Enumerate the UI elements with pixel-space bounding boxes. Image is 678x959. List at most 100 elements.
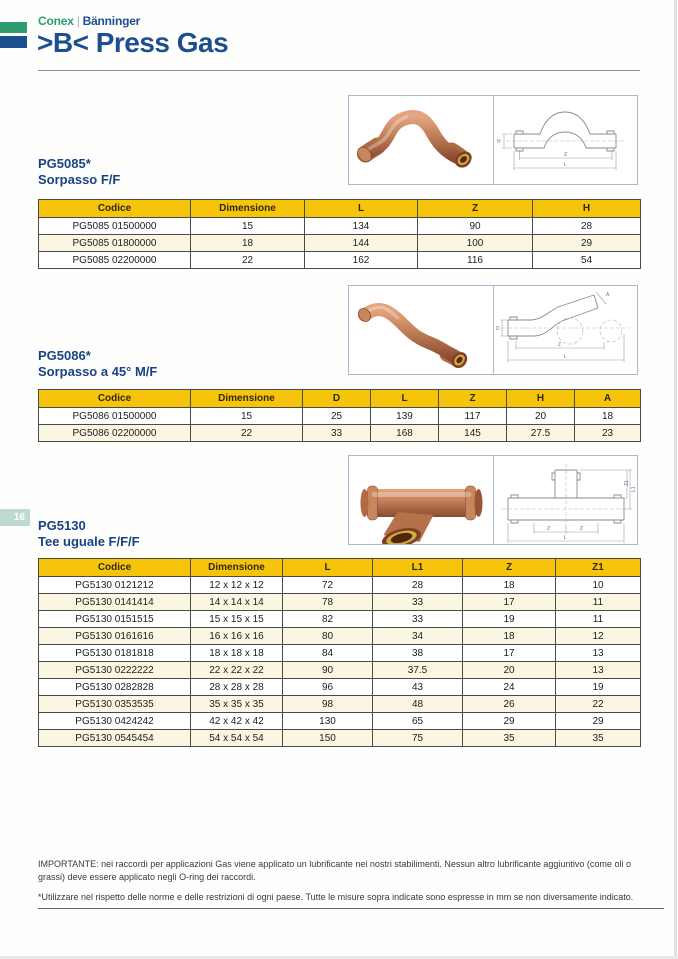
table-row: PG5130 0151515 15 x 15 x 15 82 33 19 11: [38, 610, 641, 628]
table-cell: 22: [190, 424, 303, 442]
table-cell: 116: [417, 251, 533, 269]
table-cell: 42 x 42 x 42: [190, 712, 283, 730]
table-cell: 38: [372, 644, 463, 662]
table-cell: 17: [462, 593, 556, 611]
table-cell: 28: [532, 217, 641, 235]
table-cell: 35 x 35 x 35: [190, 695, 283, 713]
dim-label-l: L: [564, 354, 567, 360]
brand-row: Conex | Bänninger: [38, 14, 140, 28]
spec-table-pg5085: Codice Dimensione L Z H PG5085 01500000 15 134…: [38, 199, 641, 269]
dim-label-z: Z: [564, 152, 567, 158]
table-cell: 35: [462, 729, 556, 747]
dim-label-h: H: [497, 139, 501, 145]
table-cell: PG5130 0545454: [38, 729, 191, 747]
dim-label-l: L: [564, 535, 567, 541]
product-code: PG5130: [38, 518, 86, 533]
table-row: PG5085 01500000 15 134 90 28: [38, 217, 641, 235]
table-cell: PG5130 0121212: [38, 576, 191, 594]
table-cell: PG5086 01500000: [38, 407, 191, 425]
header-row: Codice Dimensione D L Z H A: [38, 389, 641, 408]
table-cell: 24: [462, 678, 556, 696]
table-cell: 23: [574, 424, 641, 442]
page-edge-bottom: [0, 956, 678, 959]
table-row: PG5085 01800000 18 144 100 29: [38, 234, 641, 252]
table-row: PG5130 0181818 18 x 18 x 18 84 38 17 13: [38, 644, 641, 662]
dim-label-a: A: [606, 292, 610, 298]
brand-logo-blue-bar: [0, 36, 27, 48]
table-cell: 35: [555, 729, 641, 747]
table-cell: 22: [555, 695, 641, 713]
column-header: Z1: [555, 558, 641, 577]
table-row: PG5085 02200000 22 162 116 54: [38, 251, 641, 269]
table-cell: 16 x 16 x 16: [190, 627, 283, 645]
table-row: PG5130 0121212 12 x 12 x 12 72 28 18 10: [38, 576, 641, 594]
column-header: D: [302, 389, 371, 408]
table-cell: 98: [282, 695, 373, 713]
column-header: Z: [438, 389, 507, 408]
dim-label-z: Z: [558, 342, 561, 348]
crossover-dimension-drawing: H Z L: [497, 111, 625, 170]
table-cell: PG5085 01800000: [38, 234, 191, 252]
table-cell: 54: [532, 251, 641, 269]
table-cell: 72: [282, 576, 373, 594]
table-cell: 18: [574, 407, 641, 425]
spec-table-pg5130: Codice Dimensione L L1 Z Z1 PG5130 0121212 12 …: [38, 558, 641, 747]
brand-conex: Conex: [38, 14, 74, 28]
crossover-45-dimension-drawing: D Z L A: [496, 291, 630, 362]
table-cell: 29: [462, 712, 556, 730]
column-header: L1: [372, 558, 463, 577]
dim-label-z-right: Z: [580, 526, 583, 532]
column-header: Codice: [38, 558, 191, 577]
table-row: PG5130 0545454 54 x 54 x 54 150 75 35 35: [38, 729, 641, 747]
brand-logo-green-bar: [0, 22, 27, 33]
column-header: A: [574, 389, 641, 408]
table-cell: 145: [438, 424, 507, 442]
brand-separator: |: [76, 14, 80, 28]
table-cell: 28: [372, 576, 463, 594]
table-cell: 54 x 54 x 54: [190, 729, 283, 747]
table-cell: 134: [304, 217, 418, 235]
table-cell: PG5130 0161616: [38, 627, 191, 645]
tee-dimension-drawing: Z Z L L1 Z1: [502, 464, 637, 543]
column-header: Z: [462, 558, 556, 577]
table-cell: 139: [370, 407, 439, 425]
table-cell: 22: [190, 251, 305, 269]
table-cell: 18: [190, 234, 305, 252]
table-cell: 15: [190, 217, 305, 235]
column-header: Dimensione: [190, 199, 305, 218]
table-cell: 117: [438, 407, 507, 425]
table-cell: PG5085 02200000: [38, 251, 191, 269]
table-row: PG5130 0161616 16 x 16 x 16 80 34 18 12: [38, 627, 641, 645]
dim-label-l1: L1: [631, 486, 637, 492]
product-image-panel: Z Z L L1 Z1: [348, 455, 638, 545]
product-photo-sorpasso-45: [349, 286, 494, 374]
table-cell: 28 x 28 x 28: [190, 678, 283, 696]
column-header: Dimensione: [190, 558, 283, 577]
table-row: PG5130 0282828 28 x 28 x 28 96 43 24 19: [38, 678, 641, 696]
table-cell: 48: [372, 695, 463, 713]
table-cell: 27.5: [506, 424, 575, 442]
technical-drawing-sorpasso-45: D Z L A: [494, 286, 637, 374]
table-row: PG5086 02200000 22 33 168 145 27.5 23: [38, 424, 641, 442]
table-cell: 90: [417, 217, 533, 235]
column-header: L: [370, 389, 439, 408]
copper-tee-photo: [360, 485, 483, 544]
table-cell: PG5130 0151515: [38, 610, 191, 628]
table-cell: 100: [417, 234, 533, 252]
section-title: PG5085* Sorpasso F/F: [38, 156, 120, 188]
table-cell: 29: [532, 234, 641, 252]
important-note: IMPORTANTE: nei raccordi per applicazion…: [38, 859, 631, 882]
table-cell: 18: [462, 576, 556, 594]
table-cell: 84: [282, 644, 373, 662]
product-name: Sorpasso a 45° M/F: [38, 364, 158, 379]
table-cell: 14 x 14 x 14: [190, 593, 283, 611]
table-cell: 10: [555, 576, 641, 594]
page-edge-right: [674, 0, 677, 959]
table-cell: 20: [462, 661, 556, 679]
column-header: Dimensione: [190, 389, 303, 408]
product-image-panel: D Z L A: [348, 285, 638, 375]
table-cell: 34: [372, 627, 463, 645]
table-cell: 33: [372, 610, 463, 628]
column-header: H: [532, 199, 641, 218]
table-row: PG5130 0141414 14 x 14 x 14 78 33 17 11: [38, 593, 641, 611]
